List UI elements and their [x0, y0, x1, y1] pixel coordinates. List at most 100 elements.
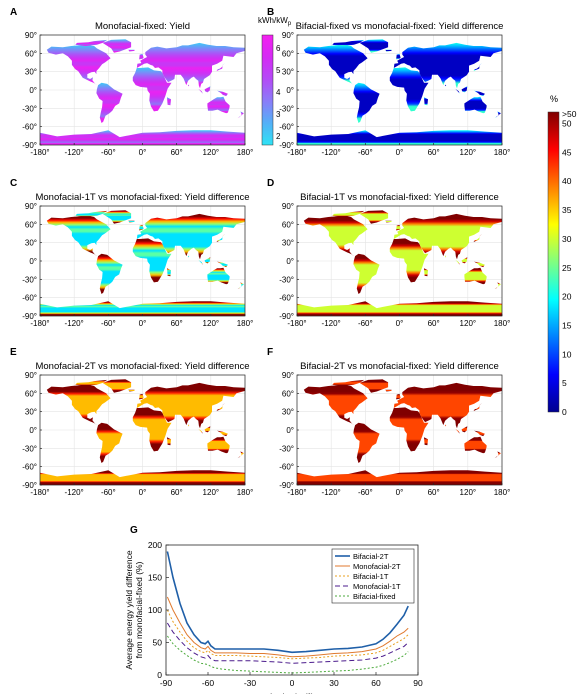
y-tick-label: 60°: [25, 220, 37, 229]
x-tick-label: 60°: [428, 148, 440, 157]
land-region: [445, 255, 447, 258]
x-tick-label: 90: [413, 678, 423, 688]
x-tick-label: 120°: [460, 488, 477, 497]
panel-title: Monofacial-fixed: Yield: [95, 21, 190, 32]
land-region: [188, 424, 190, 427]
land-region: [303, 384, 368, 426]
x-tick-label: -120°: [65, 148, 84, 157]
land-region: [237, 451, 244, 459]
y-tick-label: 100: [148, 605, 162, 615]
x-tick-label: -60°: [358, 319, 373, 328]
land-region: [464, 267, 487, 285]
map-panel-a: -180° -120° -60° 0° 60° 120° 180° 90° 60° 30° 0° -3…: [10, 7, 253, 157]
x-tick-label: -180°: [30, 488, 49, 497]
land-region: [139, 224, 144, 231]
land-region: [75, 210, 108, 217]
land-region: [389, 67, 429, 112]
land-region: [40, 130, 245, 145]
land-region: [353, 82, 380, 123]
y-tick-label: -90°: [22, 312, 37, 321]
legend-entry: Monofacial-1T: [353, 582, 401, 591]
difference-colorbar-tick: 35: [562, 205, 572, 215]
map-panel-c: -180° -120° -60° 0° 60° 120° 180° 90° 60° 30° 0° -3…: [10, 178, 253, 328]
land-region: [473, 63, 483, 72]
x-tick-label: -120°: [322, 488, 341, 497]
land-region: [167, 268, 171, 277]
x-tick-label: 30: [329, 678, 339, 688]
x-tick-label: 60°: [171, 488, 183, 497]
difference-colorbar-tick: 5: [562, 378, 567, 388]
land-region: [167, 97, 171, 106]
series-line-bifacial-1t: [166, 609, 409, 660]
panel-title: Bifacial-2T vs monofacial-fixed: Yield d…: [300, 361, 499, 372]
panel-letter: F: [267, 347, 273, 358]
x-tick-label: 0°: [139, 319, 147, 328]
land-region: [453, 257, 460, 265]
x-tick-label: 180°: [237, 319, 254, 328]
land-region: [494, 111, 501, 119]
land-region: [396, 53, 401, 60]
land-region: [217, 90, 228, 97]
y-tick-label: 30°: [282, 239, 294, 248]
land-region: [204, 426, 211, 433]
y-tick-label: 0°: [29, 426, 37, 435]
land-region: [136, 213, 245, 260]
y-tick-label: 50: [153, 638, 163, 648]
land-region: [359, 39, 389, 53]
y-tick-label: -90°: [22, 481, 37, 490]
difference-colorbar-tick: 25: [562, 263, 572, 273]
panel-title: Bifacial-1T vs monofacial-fixed: Yield d…: [300, 192, 499, 203]
panel-letter: B: [267, 7, 274, 18]
y-tick-label: 0: [157, 670, 162, 680]
yield-colorbar-tick: 5: [276, 66, 281, 75]
land-region: [453, 86, 460, 94]
land-region: [303, 44, 368, 86]
land-region: [424, 268, 428, 277]
y-tick-label: -90°: [279, 312, 294, 321]
land-region: [204, 257, 211, 264]
land-region: [216, 63, 226, 72]
land-region: [139, 393, 144, 400]
land-region: [132, 407, 172, 452]
land-region: [332, 379, 365, 386]
land-region: [473, 234, 483, 243]
map-panel-e: -180° -120° -60° 0° 60° 120° 180° 90° 60° 30° 0° -3…: [10, 347, 253, 497]
difference-colorbar-tick: 20: [562, 292, 572, 302]
difference-colorbar-top-label: >50: [562, 109, 577, 119]
land-region: [196, 426, 203, 434]
y-tick-label: -30°: [22, 275, 37, 284]
land-region: [75, 39, 108, 46]
land-region: [385, 389, 392, 392]
land-region: [464, 96, 487, 114]
x-tick-label: 0°: [139, 148, 147, 157]
panel-title: Monofacial-2T vs monofacial-fixed: Yield…: [35, 361, 249, 372]
difference-colorbar-tick: 30: [562, 234, 572, 244]
land-region: [216, 234, 226, 243]
y-tick-label: -90°: [279, 481, 294, 490]
y-tick-label: 90°: [25, 31, 37, 40]
x-tick-label: -180°: [287, 488, 306, 497]
x-tick-label: 120°: [203, 488, 220, 497]
y-tick-label: 60°: [282, 49, 294, 58]
land-region: [396, 224, 401, 231]
y-tick-label: 0°: [286, 86, 294, 95]
land-region: [132, 238, 172, 283]
difference-colorbar-tick: 10: [562, 349, 572, 359]
y-tick-label: 60°: [25, 49, 37, 58]
y-tick-label: -30°: [22, 104, 37, 113]
land-region: [474, 261, 485, 268]
y-tick-label: 30°: [25, 408, 37, 417]
land-region: [167, 437, 171, 446]
x-tick-label: -30: [244, 678, 257, 688]
land-region: [96, 82, 123, 123]
y-tick-label: 90°: [25, 202, 37, 211]
y-tick-label: -90°: [279, 141, 294, 150]
y-axis-label: Average energy yield differencefrom mono…: [124, 550, 144, 670]
y-tick-label: 30°: [25, 239, 37, 248]
y-axis-label-line: Average energy yield difference: [124, 550, 134, 670]
x-tick-label: 180°: [494, 319, 511, 328]
x-tick-label: 180°: [494, 488, 511, 497]
yield-colorbar-bar: [261, 34, 274, 146]
x-tick-label: -60°: [101, 488, 116, 497]
land-region: [128, 220, 135, 223]
